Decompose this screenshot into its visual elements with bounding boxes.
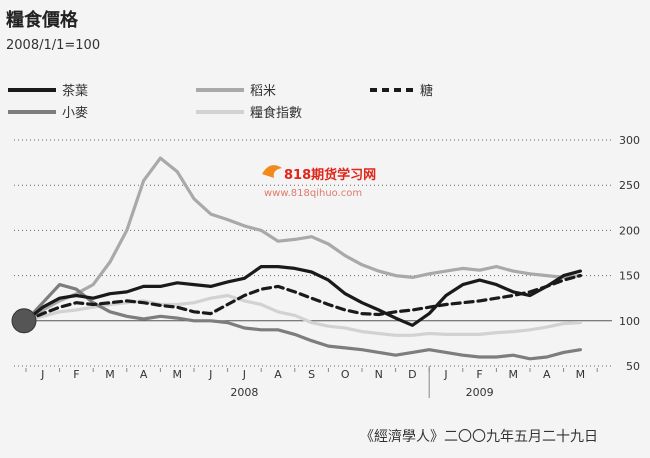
- year-label: 2009: [466, 386, 494, 399]
- source-credit: 《經濟學人》二〇〇九年五月二十九日: [360, 429, 598, 445]
- watermark-brand: 818期货学习网: [284, 167, 376, 183]
- legend-label-sugar: 糖: [420, 83, 433, 99]
- y-tick-label: 100: [619, 315, 640, 328]
- x-tick-label: A: [274, 368, 282, 381]
- watermark: 818期货学习网 www.818qihuo.com: [262, 165, 376, 199]
- series-lines: [24, 156, 583, 361]
- y-axis-ticks: 50 100 150 200 250 300: [619, 134, 640, 373]
- legend-label-food-index: 糧食指數: [250, 105, 302, 121]
- base-point-marker: [11, 308, 37, 334]
- y-tick-label: 150: [619, 270, 640, 283]
- series-line-food-index: [24, 293, 583, 337]
- y-tick-label: 300: [619, 134, 640, 147]
- page-title: 糧食價格: [6, 10, 78, 31]
- series-line-tea: [24, 265, 583, 327]
- legend-label-rice: 稻米: [250, 84, 276, 99]
- series-line-rice: [24, 156, 583, 323]
- x-tick-label: A: [140, 368, 148, 381]
- x-tick-label: M: [105, 368, 115, 381]
- series-line-sugar: [24, 274, 583, 323]
- x-axis-ticks: J F M A M J J A S O N D J F M A M 2008 2009: [25, 366, 598, 399]
- y-tick-label: 250: [619, 179, 640, 192]
- legend: 茶葉 稻米 糖 小麥 糧食指數: [8, 83, 433, 121]
- x-tick-label: J: [40, 368, 44, 381]
- series-line-wheat: [24, 283, 583, 361]
- x-tick-label: J: [242, 368, 246, 381]
- page-subtitle: 2008/1/1=100: [6, 38, 101, 53]
- x-tick-label: N: [375, 368, 383, 381]
- x-tick-label: J: [443, 368, 447, 381]
- x-tick-label: M: [172, 368, 182, 381]
- x-tick-label: A: [543, 368, 551, 381]
- x-tick-label: S: [308, 368, 315, 381]
- x-tick-label: F: [73, 368, 79, 381]
- watermark-logo-icon: [262, 165, 282, 178]
- x-tick-label: D: [408, 368, 416, 381]
- y-tick-label: 200: [619, 224, 640, 237]
- y-tick-label: 50: [626, 360, 640, 373]
- year-label: 2008: [230, 386, 258, 399]
- grid: [14, 139, 612, 367]
- legend-label-tea: 茶葉: [62, 83, 88, 99]
- x-tick-label: F: [476, 368, 482, 381]
- x-tick-label: M: [576, 368, 586, 381]
- x-tick-label: M: [508, 368, 518, 381]
- watermark-url: www.818qihuo.com: [264, 188, 362, 199]
- x-tick-label: J: [208, 368, 212, 381]
- x-tick-label: O: [341, 368, 350, 381]
- legend-label-wheat: 小麥: [62, 105, 88, 121]
